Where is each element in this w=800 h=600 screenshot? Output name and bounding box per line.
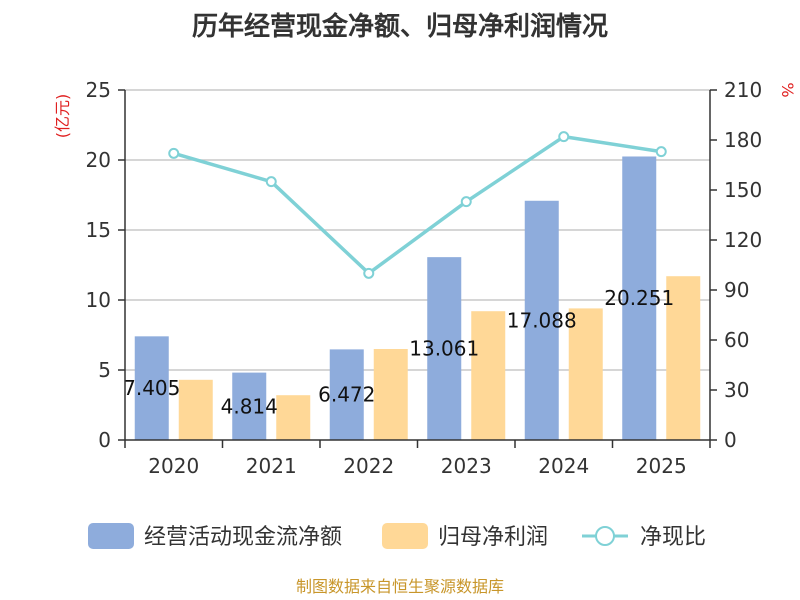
x-axis-tick-label: 2025	[636, 454, 687, 478]
legend-marker-ratio	[595, 526, 615, 546]
left-axis-unit: (亿元)	[53, 94, 72, 139]
bar-operating-cash	[622, 156, 657, 440]
bar-data-label: 4.814	[221, 394, 278, 418]
legend-label-ratio: 净现比	[640, 525, 706, 550]
right-axis-tick-label: 180	[724, 128, 762, 152]
x-axis-tick-label: 2023	[441, 454, 492, 478]
legend-label-operating-cash: 经营活动现金流净额	[144, 525, 342, 550]
bar-data-label: 6.472	[318, 383, 375, 407]
bar-operating-cash	[232, 372, 267, 440]
legend-swatch-net-profit	[382, 523, 428, 549]
legend-swatch-operating-cash	[88, 523, 134, 549]
bar-net-profit	[471, 311, 506, 440]
right-axis-tick-label: 30	[724, 378, 749, 402]
bar-operating-cash	[427, 257, 462, 440]
bar-net-profit	[276, 395, 311, 440]
bar-operating-cash	[524, 200, 559, 440]
x-axis-tick-label: 2022	[343, 454, 394, 478]
ratio-point	[168, 147, 180, 159]
right-axis-tick-label: 120	[724, 228, 762, 252]
bar-group	[134, 156, 701, 440]
ratio-point	[265, 176, 277, 188]
legend: 经营活动现金流净额 归母净利润 净现比	[88, 523, 706, 550]
bar-net-profit	[568, 308, 603, 440]
x-axis-tick-label: 2021	[246, 454, 297, 478]
data-source-note: 制图数据来自恒生聚源数据库	[296, 577, 504, 596]
bar-operating-cash	[329, 349, 364, 440]
right-axis-tick-label: 0	[724, 428, 737, 452]
ratio-point	[460, 196, 472, 208]
right-axis-tick-label: 150	[724, 178, 762, 202]
bar-data-label: 17.088	[507, 308, 577, 332]
ratio-point	[363, 267, 375, 279]
bar-data-label: 20.251	[604, 286, 674, 310]
ratio-line	[173, 134, 662, 276]
left-axis-tick-label: 10	[86, 288, 111, 312]
right-axis-tick-label: 60	[724, 328, 749, 352]
right-axis-tick-label: 210	[724, 78, 762, 102]
right-axis-unit: %	[778, 82, 797, 97]
ratio-point	[558, 131, 570, 143]
grid-lines	[125, 89, 710, 371]
chart-title: 历年经营现金净额、归母净利润情况	[192, 11, 608, 42]
ratio-point	[655, 146, 667, 158]
bar-label-group: 7.405 4.814 6.472 13.061 17.088 20.251	[123, 286, 674, 418]
right-axis-tick-label: 90	[724, 278, 749, 302]
bar-data-label: 7.405	[123, 376, 180, 400]
bar-net-profit	[373, 349, 408, 440]
bar-data-label: 13.061	[409, 337, 479, 361]
ratio-line-group	[168, 131, 667, 279]
legend-label-net-profit: 归母净利润	[438, 525, 548, 550]
bar-net-profit	[666, 276, 701, 440]
left-axis-tick-label: 5	[98, 358, 111, 382]
left-axis-tick-label: 20	[86, 148, 111, 172]
left-axis-tick-label: 25	[86, 78, 111, 102]
bar-net-profit	[178, 379, 213, 440]
left-axis-tick-label: 0	[98, 428, 111, 452]
bar-operating-cash	[134, 336, 169, 440]
x-axis-tick-label: 2024	[538, 454, 589, 478]
x-axis-tick-label: 2020	[148, 454, 199, 478]
left-axis-tick-label: 15	[86, 218, 111, 242]
